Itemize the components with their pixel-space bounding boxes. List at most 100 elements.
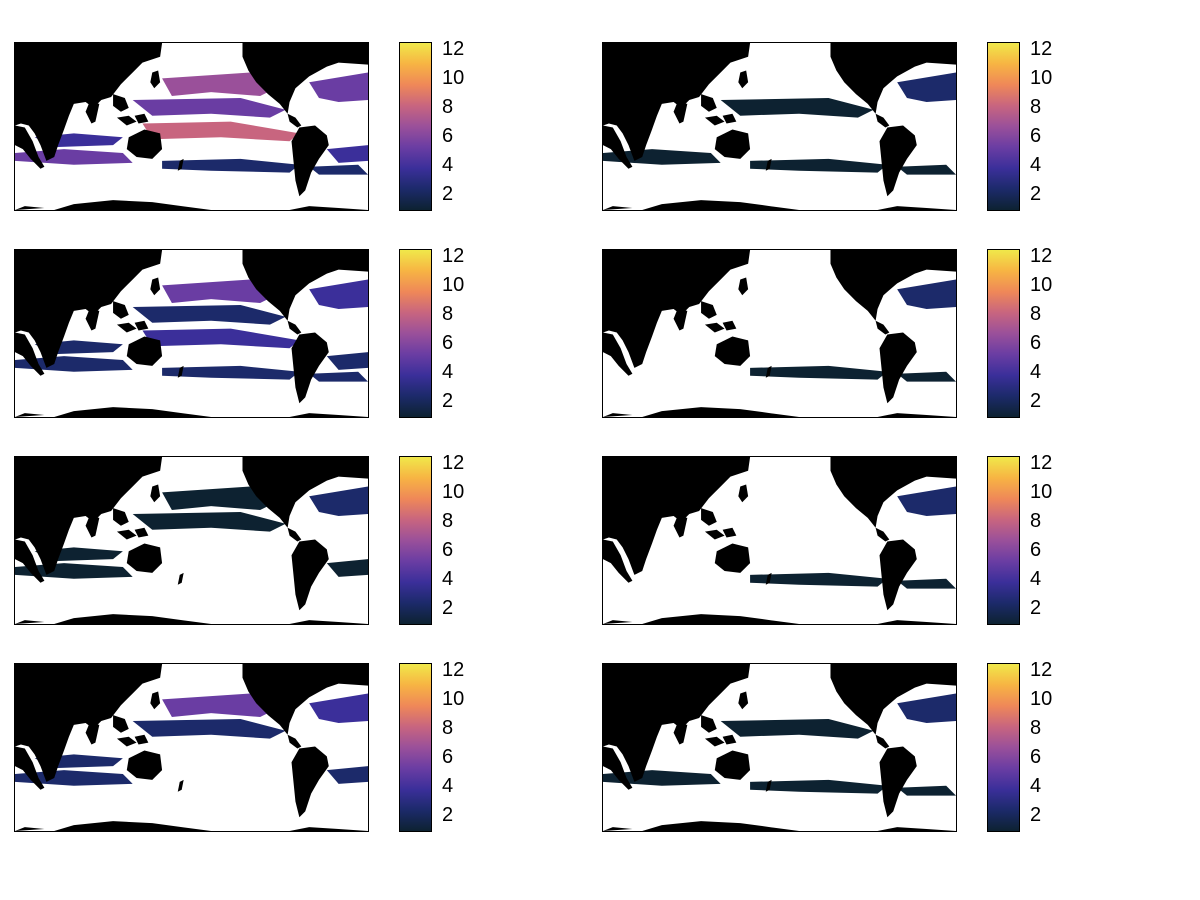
land-mass xyxy=(15,125,45,169)
map-panel-r3c1 xyxy=(14,456,369,625)
land-mass xyxy=(15,664,163,782)
land-mass xyxy=(722,320,737,331)
land-mass xyxy=(326,457,368,475)
colorbar-r2c2 xyxy=(987,249,1020,418)
map-panel-r2c1 xyxy=(14,249,369,418)
land-mass xyxy=(15,413,45,417)
colorbar-tick-label: 2 xyxy=(442,183,454,206)
land-mass xyxy=(765,779,772,792)
land-mass xyxy=(326,43,368,61)
ocean-field-band xyxy=(326,766,368,784)
land-mass xyxy=(603,539,633,583)
land-mass xyxy=(134,113,149,124)
land-mass xyxy=(738,277,749,296)
land-mass xyxy=(242,250,368,321)
land-mass xyxy=(150,277,161,296)
colorbar-r4c1 xyxy=(399,663,432,832)
land-mass xyxy=(85,101,100,124)
land-mass xyxy=(291,125,329,197)
ocean-field-band xyxy=(750,779,888,794)
colorbar-tick-label: 4 xyxy=(442,361,454,384)
colorbar-tick-label: 12 xyxy=(1030,245,1053,268)
colorbar-tick-label: 4 xyxy=(442,154,454,177)
colorbar-tick-label: 2 xyxy=(442,597,454,620)
ocean-field-band xyxy=(720,98,874,118)
land-mass xyxy=(326,250,368,268)
colorbar-r4c2 xyxy=(987,663,1020,832)
land-mass xyxy=(875,320,890,335)
land-mass xyxy=(15,457,163,575)
land-mass xyxy=(116,736,137,747)
colorbar-tick-label: 8 xyxy=(1030,303,1042,326)
ocean-field-band xyxy=(326,352,368,370)
colorbar-tick-label: 10 xyxy=(1030,67,1053,90)
colorbar-gradient xyxy=(400,457,431,624)
land-mass xyxy=(291,539,329,611)
map-panel-r4c1 xyxy=(14,663,369,832)
land-mass xyxy=(642,200,800,210)
land-mass xyxy=(673,101,688,124)
land-mass xyxy=(291,332,329,404)
ocean-field-band xyxy=(897,164,956,175)
land-mass xyxy=(642,614,800,624)
map-panel-r2c2 xyxy=(602,249,957,418)
land-mass xyxy=(289,620,368,624)
land-mass xyxy=(150,70,161,89)
colorbar-tick-label: 8 xyxy=(442,303,454,326)
land-mass xyxy=(914,43,956,61)
ocean-field-band xyxy=(162,158,300,173)
ocean-field-band xyxy=(309,72,368,102)
map-svg xyxy=(603,250,956,417)
land-mass xyxy=(704,736,725,747)
colorbar-tick-label: 8 xyxy=(1030,96,1042,119)
land-mass xyxy=(291,746,329,818)
land-mass xyxy=(134,320,149,331)
land-mass xyxy=(134,734,149,745)
land-mass xyxy=(877,413,956,417)
colorbar-tick-label: 12 xyxy=(1030,452,1053,475)
ocean-field-band xyxy=(132,719,286,739)
ocean-field-band xyxy=(309,164,368,175)
land-mass xyxy=(15,827,45,831)
colorbar-tick-label: 10 xyxy=(442,688,465,711)
land-mass xyxy=(54,407,212,417)
ocean-field-band xyxy=(720,719,874,739)
land-mass xyxy=(113,94,129,112)
land-mass xyxy=(642,407,800,417)
land-mass xyxy=(603,620,633,624)
land-mass xyxy=(126,750,163,780)
colorbar-tick-label: 10 xyxy=(442,274,465,297)
colorbar-tick-label: 10 xyxy=(442,67,465,90)
land-mass xyxy=(113,301,129,319)
colorbar-tick-label: 8 xyxy=(442,510,454,533)
land-mass xyxy=(722,113,737,124)
land-mass xyxy=(603,746,633,790)
land-mass xyxy=(714,750,751,780)
colorbar-gradient xyxy=(988,664,1019,831)
ocean-field-band xyxy=(132,512,286,532)
land-mass xyxy=(738,484,749,503)
land-mass xyxy=(722,527,737,538)
colorbar-tick-label: 2 xyxy=(1030,804,1042,827)
land-mass xyxy=(603,125,633,169)
land-mass xyxy=(177,365,184,378)
land-mass xyxy=(914,457,956,475)
colorbar-tick-label: 4 xyxy=(1030,775,1042,798)
land-mass xyxy=(116,115,137,126)
land-mass xyxy=(875,734,890,749)
land-mass xyxy=(765,158,772,171)
ocean-field-band xyxy=(309,693,368,723)
colorbar-tick-label: 6 xyxy=(1030,125,1042,148)
colorbar-tick-label: 4 xyxy=(442,568,454,591)
land-mass xyxy=(714,543,751,573)
colorbar-tick-label: 6 xyxy=(1030,746,1042,769)
land-mass xyxy=(704,322,725,333)
colorbar-tick-label: 12 xyxy=(1030,659,1053,682)
land-mass xyxy=(603,206,633,210)
land-mass xyxy=(673,515,688,538)
land-mass xyxy=(738,691,749,710)
colorbar-gradient xyxy=(400,43,431,210)
map-svg xyxy=(15,250,368,417)
colorbar-tick-label: 12 xyxy=(1030,38,1053,61)
ocean-field-band xyxy=(897,578,956,589)
